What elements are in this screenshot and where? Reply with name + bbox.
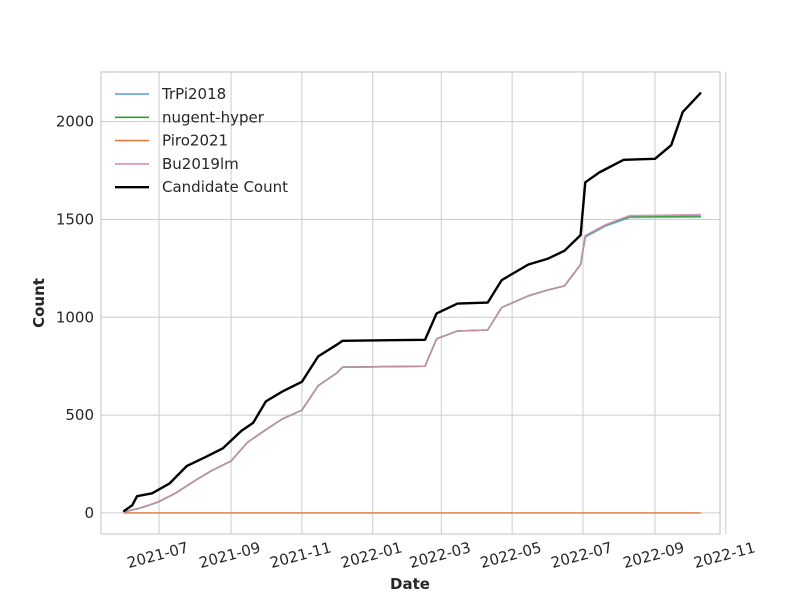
x-tick-label: 2022-11 — [692, 538, 757, 572]
y-tick-label: 1500 — [56, 210, 94, 228]
x-tick-label: 2022-07 — [549, 538, 614, 572]
legend-label: nugent-hyper — [162, 108, 265, 126]
x-tick-label: 2022-01 — [339, 538, 404, 572]
series-line-bu2019lm — [123, 213, 702, 513]
legend-label: Bu2019lm — [162, 155, 239, 173]
y-tick-label: 500 — [65, 406, 94, 424]
legend-label: Piro2021 — [162, 132, 228, 150]
series-layer — [123, 92, 702, 514]
y-axis-label: Count — [30, 278, 48, 328]
plot-frame — [100, 71, 721, 535]
x-tick-label: 2021-11 — [268, 538, 333, 572]
y-tick-label: 0 — [84, 504, 94, 522]
legend-label: TrPi2018 — [161, 85, 226, 103]
series-line-candidate-count — [123, 92, 702, 513]
x-tick-labels: 2021-07 2021-09 2021-11 2022-01 2022-03 2022-… — [125, 538, 757, 572]
legend: TrPi2018 nugent-hyper Piro2021 Bu2019lm Cand… — [115, 85, 288, 196]
x-tick-label: 2021-09 — [197, 538, 262, 572]
x-tick-label: 2022-03 — [407, 538, 472, 572]
legend-label: Candidate Count — [162, 178, 288, 196]
y-tick-label: 2000 — [56, 113, 94, 131]
x-tick-label: 2022-05 — [478, 538, 543, 572]
x-axis-label: Date — [390, 575, 430, 593]
y-tick-label: 1000 — [56, 308, 94, 326]
y-tick-labels: 0 500 1000 1500 2000 — [56, 113, 94, 522]
x-tick-label: 2021-07 — [125, 538, 190, 572]
x-tick-label: 2022-09 — [621, 538, 686, 572]
